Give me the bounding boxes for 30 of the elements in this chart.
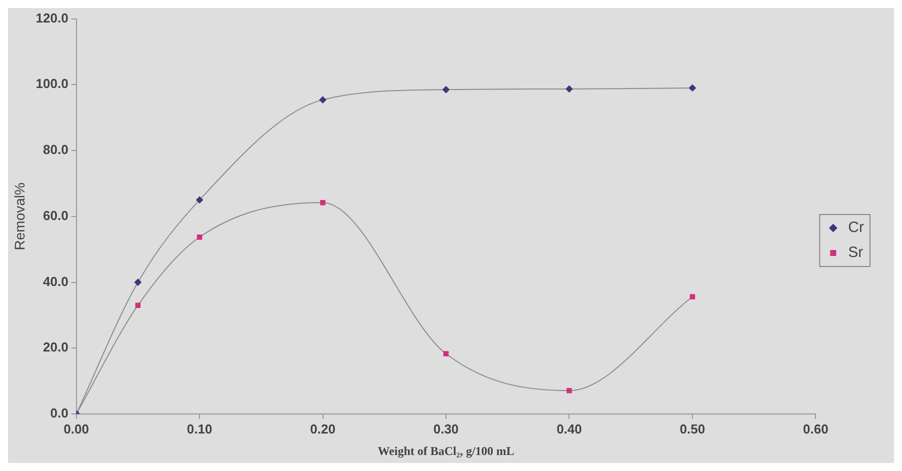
point	[442, 86, 450, 94]
x-tick-label: 0.00	[64, 421, 89, 436]
point	[135, 302, 141, 308]
y-axis-title: Removal%	[11, 182, 28, 250]
y-tick-label: 40.0	[43, 274, 68, 289]
point	[196, 196, 204, 204]
x-tick-label: 0.50	[680, 421, 706, 436]
y-tick-label: 60.0	[43, 208, 68, 223]
point	[443, 351, 449, 356]
point	[690, 294, 696, 300]
x-tick-label: 0.20	[310, 421, 336, 436]
point	[688, 84, 696, 92]
legend-label: Cr	[848, 219, 864, 236]
y-tick-label: 20.0	[43, 340, 68, 355]
point	[566, 85, 573, 92]
point	[134, 278, 142, 286]
y-tick-label: 0.0	[50, 406, 68, 421]
x-tick-label: 0.40	[556, 421, 582, 436]
x-tick-label: 0.10	[186, 421, 212, 436]
point	[566, 388, 572, 394]
y-tick-label: 120.0	[36, 10, 68, 26]
point	[319, 96, 326, 104]
legend-label: Sr	[848, 244, 864, 262]
y-tick-label: 100.0	[36, 76, 68, 92]
x-axis-title: Weight of BaCl₂, g/100 mL	[378, 444, 514, 458]
y-tick-label: 80.0	[43, 142, 68, 158]
x-tick-label: 0.60	[803, 421, 828, 436]
x-tick-label: 0.30	[433, 421, 459, 436]
point	[196, 234, 202, 240]
point	[320, 200, 326, 206]
